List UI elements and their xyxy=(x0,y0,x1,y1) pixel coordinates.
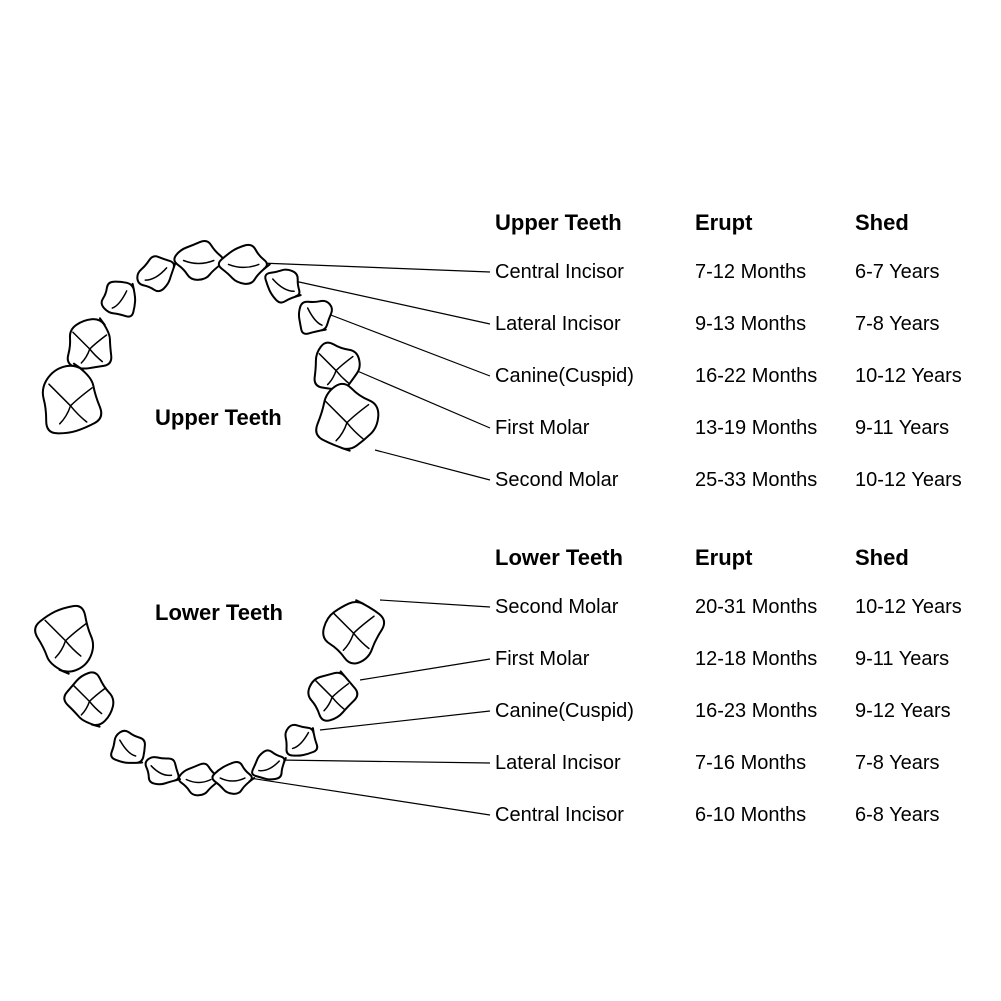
lower-tooth xyxy=(146,757,180,784)
row-shed: 10-12 Years xyxy=(855,469,962,491)
upper-tooth xyxy=(68,318,112,368)
upper-arch-label: Upper Teeth xyxy=(155,405,282,430)
upper-tooth xyxy=(219,245,270,284)
upper-tooth xyxy=(265,270,300,303)
row-shed: 9-12 Years xyxy=(855,700,951,722)
row-shed: 6-8 Years xyxy=(855,804,940,826)
row-erupt: 13-19 Months xyxy=(695,417,817,439)
col-name: Lower Teeth xyxy=(495,545,623,570)
row-name: Canine(Cuspid) xyxy=(495,365,634,387)
upper-tooth xyxy=(316,384,378,451)
row-erupt: 6-10 Months xyxy=(695,804,806,826)
lower-tooth xyxy=(323,600,384,663)
row-name: Lateral Incisor xyxy=(495,752,621,774)
col-name: Upper Teeth xyxy=(495,210,622,235)
upper-tooth xyxy=(137,256,175,291)
lower-tooth xyxy=(285,725,317,756)
row-shed: 7-8 Years xyxy=(855,752,940,774)
upper-tooth xyxy=(102,282,136,317)
lower-tooth xyxy=(308,671,357,720)
col-shed: Shed xyxy=(855,545,909,570)
row-name: Canine(Cuspid) xyxy=(495,700,634,722)
lower-lead xyxy=(380,600,490,607)
row-shed: 10-12 Years xyxy=(855,365,962,387)
row-shed: 9-11 Years xyxy=(855,648,949,670)
col-erupt: Erupt xyxy=(695,210,753,235)
row-name: Second Molar xyxy=(495,469,619,491)
lower-arch-label: Lower Teeth xyxy=(155,600,283,625)
row-erupt: 16-22 Months xyxy=(695,365,817,387)
row-name: Second Molar xyxy=(495,596,619,618)
row-shed: 9-11 Years xyxy=(855,417,949,439)
row-name: Central Incisor xyxy=(495,804,624,826)
row-name: First Molar xyxy=(495,648,590,670)
row-shed: 6-7 Years xyxy=(855,261,940,283)
upper-lead xyxy=(375,450,490,480)
row-erupt: 7-16 Months xyxy=(695,752,806,774)
row-erupt: 7-12 Months xyxy=(695,261,806,283)
teeth-eruption-chart: Upper Teeth Erupt Shed Central Incisor 7-12 … xyxy=(0,0,1001,1001)
row-shed: 10-12 Years xyxy=(855,596,962,618)
row-name: Lateral Incisor xyxy=(495,313,621,335)
row-erupt: 12-18 Months xyxy=(695,648,817,670)
upper-tooth xyxy=(299,301,332,334)
row-shed: 7-8 Years xyxy=(855,313,940,335)
upper-tooth xyxy=(315,343,360,391)
row-erupt: 9-13 Months xyxy=(695,313,806,335)
upper-tooth xyxy=(174,241,226,280)
lower-tooth xyxy=(111,731,145,763)
lower-lead xyxy=(278,760,490,763)
lower-lead xyxy=(360,659,490,680)
lower-lead xyxy=(320,711,490,730)
col-erupt: Erupt xyxy=(695,545,753,570)
upper-lead xyxy=(235,262,490,272)
lower-tooth xyxy=(212,762,254,794)
lower-tooth xyxy=(35,606,93,674)
lower-lead xyxy=(230,775,490,815)
row-name: Central Incisor xyxy=(495,261,624,283)
col-shed: Shed xyxy=(855,210,909,235)
lower-tooth xyxy=(64,672,113,726)
lower-tooth xyxy=(252,750,286,779)
row-name: First Molar xyxy=(495,417,590,439)
row-erupt: 20-31 Months xyxy=(695,596,817,618)
row-erupt: 25-33 Months xyxy=(695,469,817,491)
row-erupt: 16-23 Months xyxy=(695,700,817,722)
upper-tooth xyxy=(43,364,101,434)
